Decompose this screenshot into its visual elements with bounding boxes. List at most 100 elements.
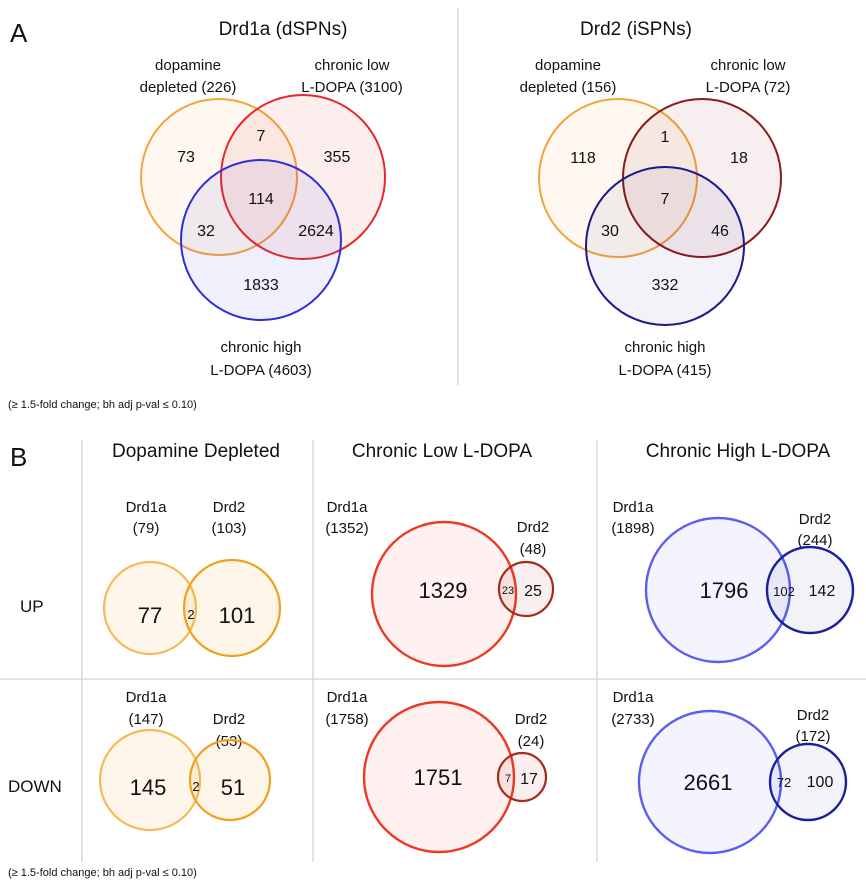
up-dd-drd1a-name: Drd1a [126,499,168,516]
up-high-drd1a-total: (1898) [611,520,654,537]
down-low-drd1a-circle [362,700,516,854]
venn-drd2-count-dd-only: 118 [570,150,596,167]
down-low-drd2-only: 17 [520,771,538,788]
up-high-drd1a-only: 1796 [700,578,749,603]
venn-drd1a-high-label-line2: L-DOPA (4603) [210,362,311,379]
venn-drd2-count-all: 7 [661,191,670,208]
venn-up-high: Drd1a (1898) Drd2 (244) 1796 102 142 [611,499,855,664]
column-header-chronic-high: Chronic High L-DOPA [646,441,831,462]
up-low-drd2-circle [497,560,555,618]
up-high-drd2-total: (244) [797,532,832,549]
up-high-drd1a-name: Drd1a [613,499,655,516]
down-dd-drd1a-circle [98,728,202,832]
venn-drd1a-dd-circle [140,98,298,256]
venn-drd2-high-label-line2: L-DOPA (415) [618,362,711,379]
venn-drd1a-dd-label-line2: depleted (226) [140,79,237,96]
column-header-dopamine-depleted: Dopamine Depleted [112,441,280,462]
down-high-drd2-total: (172) [795,728,830,745]
venn-drd1a-low-label-line2: L-DOPA (3100) [301,79,402,96]
venn-drd1a-high-label-line1: chronic high [221,339,302,356]
down-high-overlap: 72 [777,775,791,790]
down-dd-drd2-total: (53) [216,733,243,750]
venn-drd2-low-label-line2: L-DOPA (72) [706,79,791,96]
down-dd-drd2-only: 51 [221,775,245,800]
down-high-drd2-name: Drd2 [797,707,830,724]
up-dd-drd2-total: (103) [211,520,246,537]
down-high-drd2-circle [768,742,848,822]
up-low-drd2-total: (48) [520,541,547,558]
up-low-drd1a-total: (1352) [325,520,368,537]
venn-drd2-count-dd-high: 30 [601,223,619,240]
down-low-drd2-total: (24) [518,733,545,750]
venn-drd2-high-circle [585,166,745,326]
venn-down-dd: Drd1a (147) Drd2 (53) 145 2 51 [98,689,272,832]
venn-drd1a-count-dd-low: 7 [257,128,266,145]
down-low-drd1a-only: 1751 [414,765,463,790]
venn-drd2-count-dd-low: 1 [661,129,670,146]
venn-drd1a-dd-label-line1: dopamine [155,57,221,74]
up-high-drd2-name: Drd2 [799,511,832,528]
venn-drd2-title: Drd2 (iSPNs) [580,19,692,40]
venn-drd2-count-low-high: 46 [711,223,729,240]
panel-b-letter: B [10,442,27,472]
venn-drd1a-count-high-only: 1833 [243,277,279,294]
down-dd-drd2-circle [188,738,272,822]
up-dd-drd2-only: 101 [219,603,256,628]
up-dd-overlap: 2 [187,607,194,622]
down-dd-drd2-name: Drd2 [213,711,246,728]
venn-drd1a: Drd1a (dSPNs) dopamine depleted (226) ch… [140,19,403,379]
down-dd-drd1a-name: Drd1a [126,689,168,706]
venn-drd1a-count-low-only: 355 [324,149,351,166]
down-high-drd1a-name: Drd1a [613,689,655,706]
up-low-drd1a-circle [370,520,518,668]
down-low-drd1a-name: Drd1a [327,689,369,706]
up-low-drd1a-only: 1329 [419,578,468,603]
up-dd-drd1a-only: 77 [138,603,162,628]
up-low-drd2-name: Drd2 [517,519,550,536]
venn-drd2-dd-circle [538,98,698,258]
up-dd-drd2-circle [182,558,282,658]
venn-drd2-count-low-only: 18 [730,150,748,167]
venn-down-high: Drd1a (2733) Drd2 (172) 2661 72 100 [611,689,848,855]
up-low-drd2-only: 25 [524,583,542,600]
down-dd-drd1a-only: 145 [130,775,167,800]
up-high-overlap: 102 [773,584,795,599]
venn-drd2-dd-label-line1: dopamine [535,57,601,74]
row-label-up: UP [20,597,44,616]
venn-up-dd: Drd1a (79) Drd2 (103) 77 2 101 [102,499,282,658]
down-high-drd1a-circle [637,709,783,855]
up-low-drd1a-name: Drd1a [327,499,369,516]
up-low-overlap: 23 [502,585,514,597]
down-dd-drd1a-total: (147) [128,711,163,728]
up-dd-drd2-name: Drd2 [213,499,246,516]
down-low-drd2-circle [496,751,548,803]
venn-drd1a-low-circle [220,94,386,260]
down-low-drd1a-total: (1758) [325,711,368,728]
panel-a-letter: A [10,18,28,48]
down-high-drd2-only: 100 [807,774,834,791]
panel-b-note: (≥ 1.5-fold change; bh adj p-val ≤ 0.10) [8,867,197,879]
venn-drd1a-count-low-high: 2624 [298,223,334,240]
venn-up-low: Drd1a (1352) Drd2 (48) 1329 23 25 [325,499,555,668]
venn-drd1a-low-label-line1: chronic low [314,57,389,74]
venn-drd2: Drd2 (iSPNs) dopamine depleted (156) chr… [520,19,791,379]
panel-a-note: (≥ 1.5-fold change; bh adj p-val ≤ 0.10) [8,399,197,411]
up-high-drd2-only: 142 [809,583,836,600]
down-high-drd1a-total: (2733) [611,711,654,728]
venn-down-low: Drd1a (1758) Drd2 (24) 1751 7 17 [325,689,548,854]
venn-drd2-low-label-line1: chronic low [710,57,785,74]
up-high-drd2-circle [765,545,855,635]
column-header-chronic-low: Chronic Low L-DOPA [352,441,533,462]
up-dd-drd1a-total: (79) [133,520,160,537]
up-dd-drd1a-circle [102,560,198,656]
down-dd-overlap: 2 [192,779,199,794]
venn-drd1a-count-dd-only: 73 [177,149,195,166]
down-low-overlap: 7 [505,773,511,785]
venn-drd2-high-label-line1: chronic high [625,339,706,356]
row-label-down: DOWN [8,777,62,796]
venn-drd1a-high-circle [180,159,342,321]
down-low-drd2-name: Drd2 [515,711,548,728]
venn-drd1a-title: Drd1a (dSPNs) [219,19,348,40]
down-high-drd1a-only: 2661 [684,770,733,795]
